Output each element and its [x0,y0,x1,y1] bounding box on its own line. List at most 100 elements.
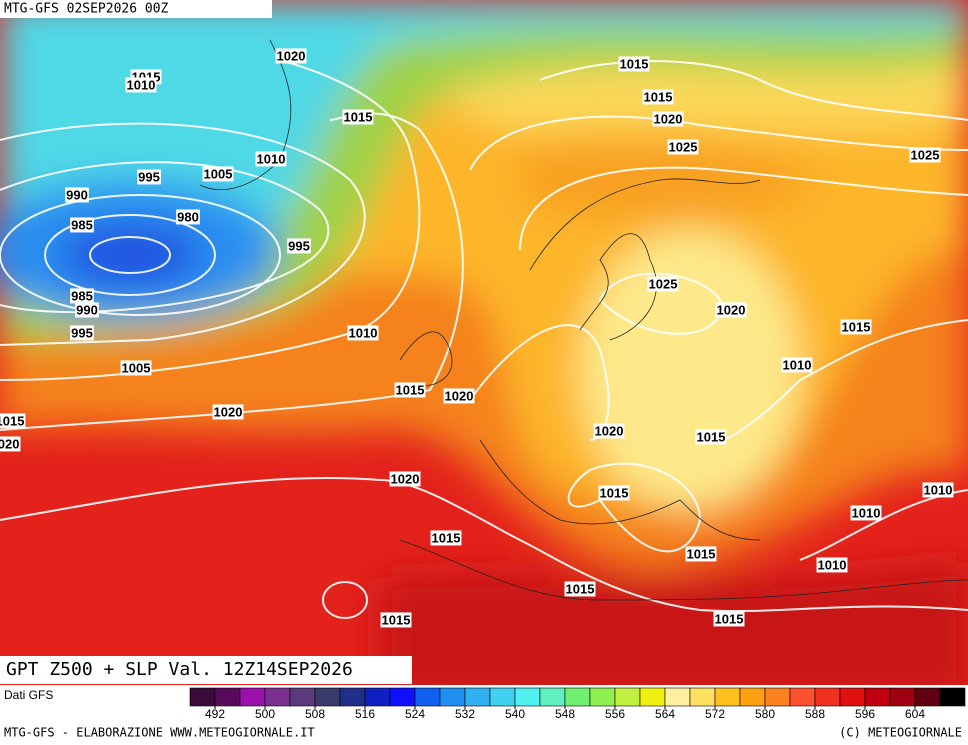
isobar-label: 1015 [697,429,726,444]
isobars [0,59,968,619]
label-bg [564,581,596,597]
colorbar-cell [314,687,341,707]
colorbar-tick-label: 532 [455,707,475,721]
label-bg [713,611,745,627]
isobar-label: 1020 [595,423,624,438]
isobar-label: 1025 [911,147,940,162]
label-bg [0,413,26,429]
colorbar-tick-label: 508 [305,707,325,721]
colorbar-cell [764,687,791,707]
source-label: Dati GFS [4,688,53,702]
colorbar-tick-label: 516 [355,707,375,721]
isobar-label: 1020 [717,302,746,317]
isobar-label: 1010 [783,357,812,372]
isobar-label: 1010 [127,77,156,92]
header-title: MTG-GFS 02SEP2026 00Z [4,2,169,17]
colorbar-cell [439,687,466,707]
colorbar-cell [939,687,966,707]
colorbar-cell [189,687,216,707]
isobar-label: 1015 [620,56,649,71]
colorbar-tick-label: 540 [505,707,525,721]
label-bg [70,325,94,341]
label-bg [70,288,94,304]
isobar-label: 1020 [391,471,420,486]
label-bg [212,404,244,420]
label-bg [781,357,813,373]
caption-box [0,656,412,684]
isobar-label: 995 [138,169,160,184]
label-bg [685,546,717,562]
isobar-label: 985 [71,288,93,303]
colorbar-cell [514,687,541,707]
colorbar-tick-label: 500 [255,707,275,721]
isobar-label: 1015 [842,319,871,334]
footer-right: (C) METEOGIORNALE [839,726,962,740]
label-bg [0,436,21,452]
label-bg [715,302,747,318]
label-bg [176,209,200,225]
colorbar-cell [914,687,941,707]
footer-left: MTG-GFS - ELABORAZIONE WWW.METEOGIORNALE… [4,726,315,740]
colorbar-cell [389,687,416,707]
isobar-label: 995 [288,238,310,253]
label-bg [137,169,161,185]
isobar-label: 1015 [644,89,673,104]
label-bg [642,89,674,105]
colorbar-cell [239,687,266,707]
colorbar-cell [664,687,691,707]
isobar-label: 1010 [852,505,881,520]
colorbar-cell [689,687,716,707]
colorbar-cell [564,687,591,707]
label-bg [922,482,954,498]
colorbar-cell [739,687,766,707]
label-bg [70,217,94,233]
colorbar-cell [814,687,841,707]
header-box [0,0,272,18]
label-bg [618,56,650,72]
colorbar-tick-label: 492 [205,707,225,721]
colorbar-cell [214,687,241,707]
label-bg [909,147,941,163]
isobar-label: 1005 [204,166,233,181]
label-bg [652,111,684,127]
label-bg [75,302,99,318]
isobar-label: 1020 [214,404,243,419]
colorbar-tick-label: 524 [405,707,425,721]
label-bg [667,139,699,155]
colorbar-cell [714,687,741,707]
label-bg [125,77,157,93]
colorbar-tick-label: 572 [705,707,725,721]
colorbar-cell [339,687,366,707]
isobar-label: 1010 [924,482,953,497]
label-bg [255,151,287,167]
label-bg [593,423,625,439]
isobar-label: 985 [71,217,93,232]
label-bg [816,557,848,573]
label-bg [840,319,872,335]
colorbar-cell [464,687,491,707]
isobar-label: 1005 [122,360,151,375]
isobar-label: 990 [66,187,88,202]
isobar-labels: 1015 1010 1020 1015 1015 1020 1015 1025 1025 1010… [0,48,954,628]
isobar-label: 1020 [0,436,19,451]
colorbar-tick-label: 580 [755,707,775,721]
isobar-label: 1015 [382,612,411,627]
label-bg [347,325,379,341]
isobar-label: 1015 [687,546,716,561]
isobar-label: 990 [76,302,98,317]
label-bg [342,109,374,125]
colorbar-cell [414,687,441,707]
colorbar-cell [864,687,891,707]
label-bg [394,382,426,398]
isobar-label: 1015 [715,611,744,626]
label-bg [380,612,412,628]
isobar-label: 1020 [277,48,306,63]
isobar-label: 1020 [654,111,683,126]
colorbar-tick-label: 548 [555,707,575,721]
label-bg [850,505,882,521]
label-bg [65,187,89,203]
isobar-label: 980 [177,209,199,224]
colorbar-cell [639,687,666,707]
colorbar-cell [614,687,641,707]
